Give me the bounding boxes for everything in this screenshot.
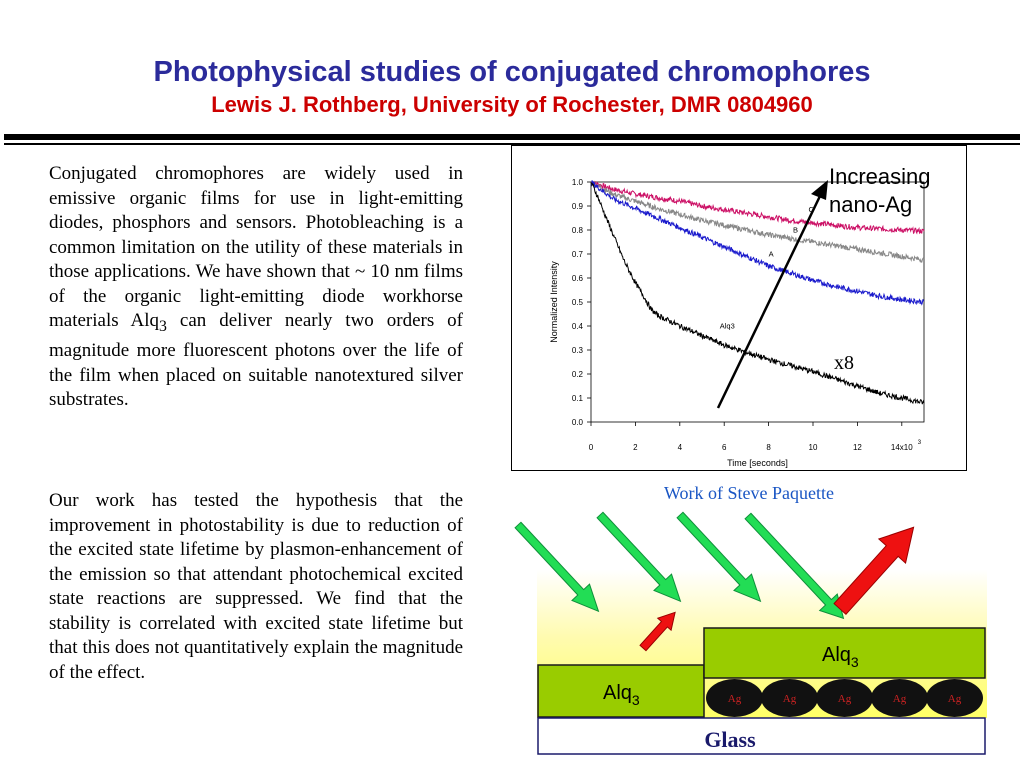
x8-label: x8	[834, 352, 854, 374]
glass-substrate	[537, 717, 986, 755]
y-tick-label: 1.0	[572, 178, 584, 187]
ag-particle	[706, 679, 763, 717]
slide-subtitle: Lewis J. Rothberg, University of Rochest…	[211, 92, 813, 117]
alq3-layer-left	[537, 664, 705, 718]
ag-particle	[761, 679, 818, 717]
ag-nanoparticles: Ag Ag Ag Ag Ag	[706, 679, 983, 717]
x-tick-label: 12	[853, 443, 862, 452]
annotation-line-2: nano-Ag	[829, 192, 913, 217]
y-tick-label: 0.0	[572, 418, 584, 427]
incident-arrow-4	[744, 512, 845, 620]
y-tick-label: 0.2	[572, 370, 584, 379]
credit-text: Work of Steve Paquette	[664, 483, 835, 503]
ag-label: Ag	[783, 693, 797, 705]
y-tick-label: 0.8	[572, 226, 584, 235]
y-axis-label: Normalized Intensity	[549, 261, 559, 343]
x-axis-label: Time [seconds]	[727, 458, 788, 468]
x-tick-label: 0	[589, 443, 594, 452]
emission-arrow-large	[833, 526, 915, 616]
y-tick-label: 0.5	[572, 298, 584, 307]
y-tick-label: 0.9	[572, 202, 584, 211]
annotation-line-1: Increasing	[829, 164, 931, 189]
x-tick-label: 10	[809, 443, 818, 452]
glass-label: Glass	[704, 727, 756, 752]
increasing-nano-ag-label: Increasing nano-Ag	[829, 163, 931, 219]
incident-light-arrows	[514, 511, 845, 620]
incident-arrow-3	[676, 511, 762, 603]
ag-particle	[871, 679, 928, 717]
x-tick-label: 6	[722, 443, 727, 452]
alq3-layer-right	[703, 627, 986, 679]
slide-title: Photophysical studies of conjugated chro…	[153, 56, 871, 88]
ag-particle	[816, 679, 873, 717]
y-tick-label: 0.3	[572, 346, 584, 355]
ag-particle	[926, 679, 983, 717]
incident-arrow-1	[514, 521, 600, 613]
x-tick-label: 8	[766, 443, 771, 452]
y-tick-label: 0.1	[572, 394, 584, 403]
emission-arrows	[639, 526, 915, 652]
y-tick-label: 0.6	[572, 274, 584, 283]
x-tick-label: 2	[633, 443, 638, 452]
ag-label: Ag	[893, 693, 907, 705]
ag-label: Ag	[948, 693, 962, 705]
x-tick-label: 4	[678, 443, 683, 452]
alq3-label-right: Alq3	[822, 644, 859, 670]
emission-arrow-small	[639, 611, 676, 652]
ag-label: Ag	[728, 693, 742, 705]
x-tick-exponent: 3	[918, 440, 922, 446]
alq3-label-left: Alq3	[603, 682, 640, 708]
y-tick-label: 0.7	[572, 250, 584, 259]
body-paragraph-1: Conjugated chromophores are widely used …	[49, 163, 463, 411]
y-tick-label: 0.4	[572, 322, 584, 331]
incident-arrow-2	[596, 511, 682, 603]
x-tick-label: 14x10	[891, 443, 913, 452]
title-divider-thin	[4, 143, 1020, 145]
ag-label: Ag	[838, 693, 852, 705]
title-divider-thick	[4, 134, 1020, 140]
body-paragraph-2: Our work has tested the hypothesis that …	[49, 490, 463, 683]
